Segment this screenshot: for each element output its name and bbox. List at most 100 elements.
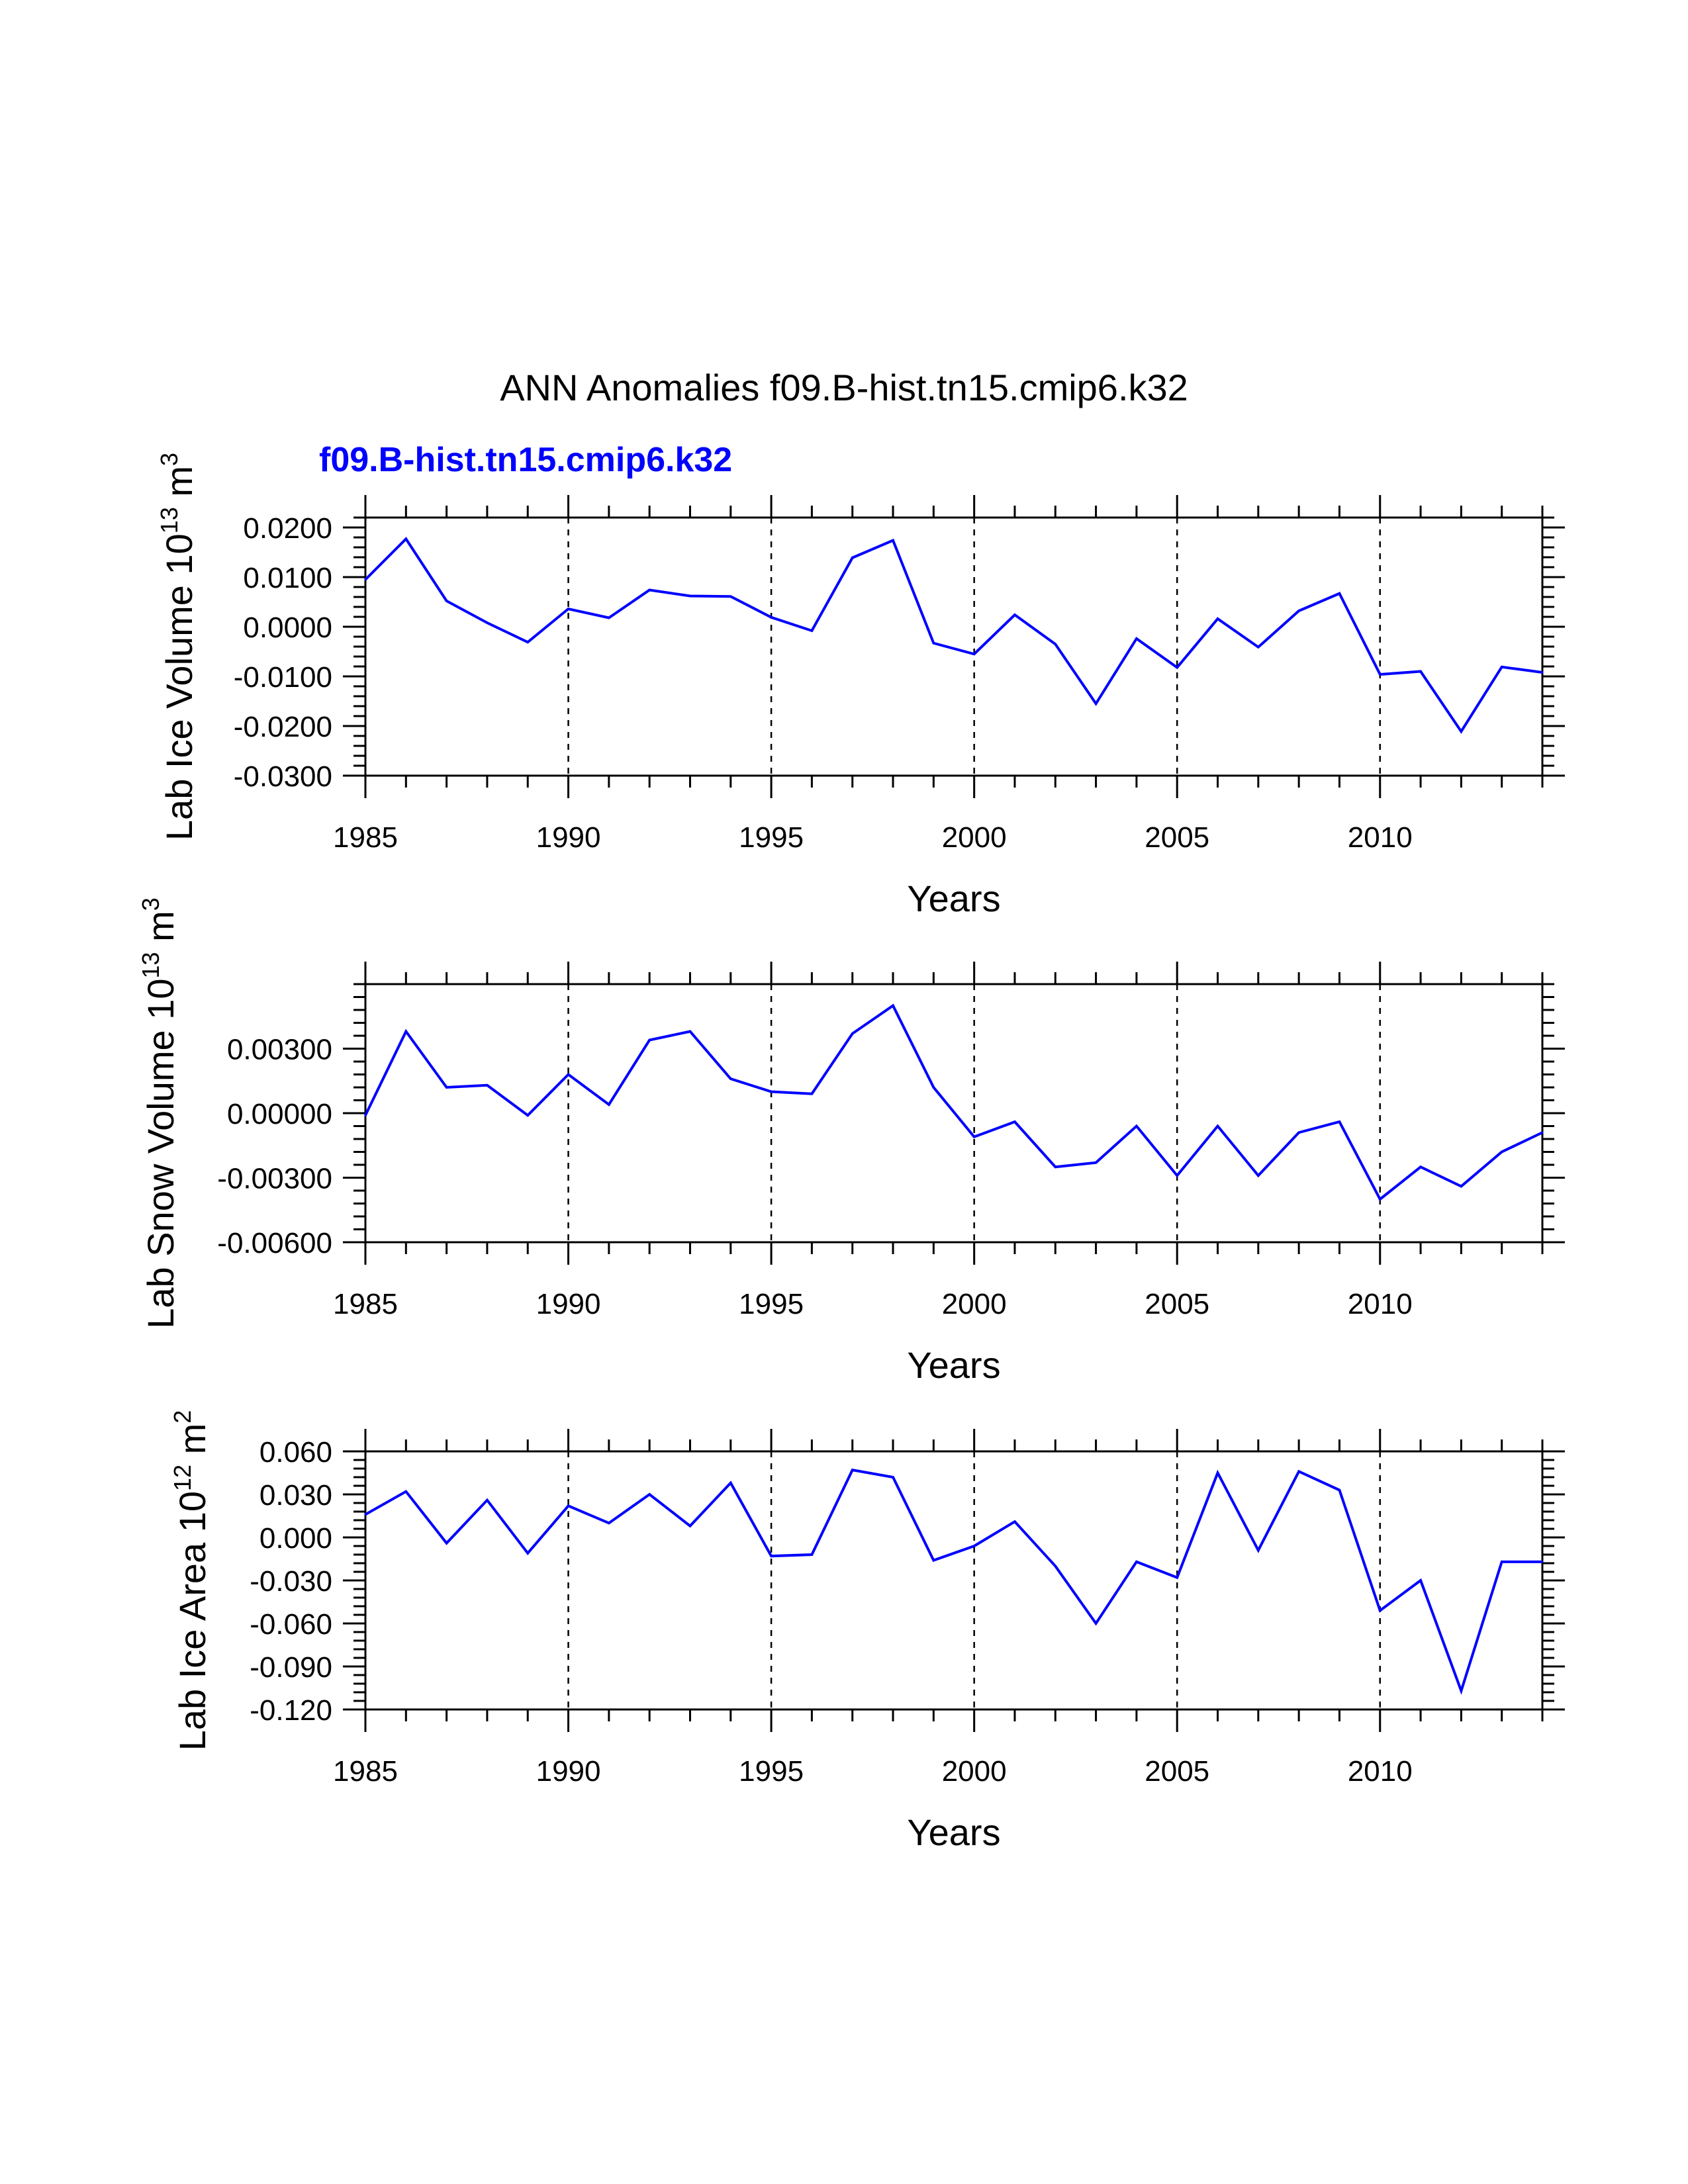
case-label: f09.B-hist.tn15.cmip6.k32 xyxy=(319,441,732,479)
data-point-2011 xyxy=(1419,1165,1422,1168)
x-tick-label: 2000 xyxy=(942,821,1007,854)
y-tick-label: 0.00300 xyxy=(227,1034,332,1066)
data-point-1985 xyxy=(364,1513,367,1516)
data-point-2012 xyxy=(1460,1185,1462,1187)
y-axis-label-text: Lab Snow Volume 10 xyxy=(140,979,181,1329)
data-point-2005 xyxy=(1176,1174,1178,1177)
panel-lab-ice-volume: 1985 1990 1995 2000 2005 2010 0.0200 0.0100 0.00… xyxy=(156,453,1565,919)
data-point-2012 xyxy=(1460,1690,1462,1692)
data-point-1996 xyxy=(810,1553,813,1556)
data-point-2004 xyxy=(1135,637,1138,640)
y-axis-label-unit-exponent: 2 xyxy=(169,1410,196,1424)
y-axis-label-text: Lab Ice Volume 10 xyxy=(158,533,200,841)
y-tick-label: 0.0200 xyxy=(243,512,332,545)
panel-lab-snow-volume: 1985 1990 1995 2000 2005 2010 0.00300 0.00000 -0… xyxy=(137,897,1565,1386)
data-point-1989 xyxy=(526,641,529,643)
x-tick-label: 1995 xyxy=(739,1755,804,1788)
y-tick-label: -0.120 xyxy=(250,1694,332,1727)
data-point-1992 xyxy=(648,1039,651,1041)
data-point-1994 xyxy=(729,1482,732,1484)
data-point-2014 xyxy=(1541,1131,1544,1134)
data-point-2011 xyxy=(1419,670,1422,672)
data-point-2006 xyxy=(1217,1125,1219,1127)
data-point-2001 xyxy=(1013,1120,1016,1123)
data-point-1998 xyxy=(892,1005,894,1007)
data-point-1991 xyxy=(608,617,610,619)
data-point-1987 xyxy=(445,1086,448,1089)
data-point-1988 xyxy=(486,1499,489,1502)
data-point-2014 xyxy=(1541,1561,1544,1563)
data-point-1992 xyxy=(648,1493,651,1496)
data-point-2002 xyxy=(1054,1165,1056,1168)
data-point-2005 xyxy=(1176,666,1178,668)
x-tick-label: 1995 xyxy=(739,1288,804,1320)
data-point-2004 xyxy=(1135,1125,1138,1127)
data-point-2002 xyxy=(1054,643,1056,645)
data-point-1998 xyxy=(892,1476,894,1479)
series-line xyxy=(364,1003,1543,1202)
data-point-1986 xyxy=(404,1030,407,1032)
y-axis-label-unit: m xyxy=(158,466,200,507)
x-tick-label: 2010 xyxy=(1348,1755,1413,1788)
y-tick-label: -0.090 xyxy=(250,1651,332,1684)
y-axis-label-unit-exponent: 3 xyxy=(156,453,183,466)
y-tick-label: -0.060 xyxy=(250,1608,332,1641)
y-tick-label: -0.00600 xyxy=(217,1227,332,1259)
x-tick-label: 2010 xyxy=(1348,1288,1413,1320)
x-tick-label: 1990 xyxy=(536,1288,601,1320)
data-point-1987 xyxy=(445,1542,448,1545)
y-axis-label-text: Lab Ice Area 10 xyxy=(171,1491,213,1751)
y-axis-label: Lab Snow Volume 1013 m3 xyxy=(137,897,181,1329)
data-point-1985 xyxy=(364,578,367,581)
data-point-1999 xyxy=(932,1086,935,1089)
data-point-1994 xyxy=(729,1077,732,1080)
panel-lab-ice-area: 1985 1990 1995 2000 2005 2010 0.060 0.030 0.000 -… xyxy=(169,1410,1565,1853)
data-point-2009 xyxy=(1338,1489,1340,1491)
data-point-1995 xyxy=(770,616,773,619)
data-point-2010 xyxy=(1379,673,1382,676)
data-point-1990 xyxy=(567,608,570,610)
data-point-1995 xyxy=(770,1091,773,1093)
data-point-2000 xyxy=(973,1136,976,1138)
y-axis-label-exponent: 12 xyxy=(169,1465,196,1491)
x-tick-label: 2005 xyxy=(1145,821,1209,854)
y-tick-label: -0.0100 xyxy=(234,661,332,694)
data-point-2009 xyxy=(1338,592,1340,595)
data-point-2000 xyxy=(973,1545,976,1547)
data-point-2006 xyxy=(1217,1472,1219,1474)
x-tick-label: 2005 xyxy=(1145,1755,1209,1788)
x-axis-label: Years xyxy=(907,1811,1000,1853)
x-tick-label: 1995 xyxy=(739,821,804,854)
data-point-2007 xyxy=(1257,646,1260,649)
data-point-2013 xyxy=(1501,1151,1503,1153)
data-point-2008 xyxy=(1297,610,1300,612)
y-tick-label: 0.0100 xyxy=(243,562,332,594)
data-point-2014 xyxy=(1541,671,1544,674)
x-tick-label: 2000 xyxy=(942,1755,1007,1788)
data-point-2008 xyxy=(1297,1131,1300,1134)
y-tick-label: 0.0000 xyxy=(243,612,332,644)
x-tick-label: 1985 xyxy=(333,821,398,854)
data-point-2013 xyxy=(1501,666,1503,668)
data-point-2009 xyxy=(1338,1120,1340,1123)
data-point-1992 xyxy=(648,589,651,591)
data-point-1990 xyxy=(567,1073,570,1075)
y-tick-label: 0.000 xyxy=(259,1522,332,1555)
y-tick-label: -0.0300 xyxy=(234,760,332,793)
data-point-1988 xyxy=(486,1084,489,1087)
data-point-1987 xyxy=(445,600,448,602)
data-point-1986 xyxy=(404,1490,407,1493)
data-point-2010 xyxy=(1379,1610,1382,1612)
series-line xyxy=(364,537,1543,734)
x-tick-label: 1985 xyxy=(333,1755,398,1788)
data-point-1993 xyxy=(688,1525,691,1527)
x-axis-label: Years xyxy=(907,878,1000,919)
data-point-1997 xyxy=(851,1469,854,1471)
data-point-2003 xyxy=(1095,1161,1098,1164)
data-point-1989 xyxy=(526,1552,529,1555)
data-point-1998 xyxy=(892,539,894,541)
plot-frame xyxy=(364,1450,1544,1711)
data-point-1995 xyxy=(770,1555,773,1557)
x-tick-label: 1985 xyxy=(333,1288,398,1320)
